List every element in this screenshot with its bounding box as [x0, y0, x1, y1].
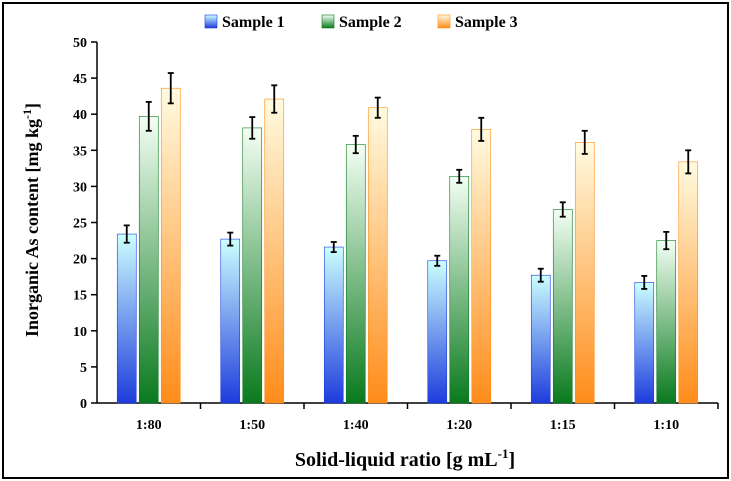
bar [427, 260, 448, 404]
bar [264, 98, 285, 404]
y-tick-label: 25 [73, 217, 87, 232]
y-tick-label: 15 [73, 289, 87, 304]
x-tick-label: 1:80 [136, 418, 162, 433]
x-tick-label: 1:50 [239, 418, 265, 433]
legend-label: Sample 1 [222, 14, 285, 31]
x-tick-label: 1:15 [550, 418, 576, 433]
y-tick-label: 0 [80, 397, 87, 412]
bar [220, 238, 241, 404]
legend-swatch [321, 14, 335, 29]
y-tick-label: 50 [73, 36, 87, 51]
y-tick-label: 40 [73, 108, 87, 123]
legend-swatch [204, 14, 218, 29]
bar [323, 246, 344, 404]
y-tick-label: 30 [73, 180, 87, 195]
legend-swatch [437, 14, 451, 29]
bar [160, 87, 181, 404]
legend: Sample 1 Sample 2 Sample 3 [204, 14, 518, 31]
x-tick-label: 1:40 [343, 418, 369, 433]
bar [449, 175, 470, 404]
y-tick-label: 45 [73, 72, 87, 87]
bar [574, 142, 595, 404]
y-tick-label: 10 [73, 325, 87, 340]
y-tick-label: 35 [73, 144, 87, 159]
y-axis-title-suffix: ] [22, 103, 42, 109]
y-axis-title-superscript: -1 [20, 109, 34, 119]
y-axis-title-text: Inorganic As content [mg kg [22, 119, 42, 337]
bars [116, 72, 699, 404]
x-axis-title-text: Solid-liquid ratio [g mL [295, 449, 498, 471]
bar [345, 144, 366, 404]
bar [138, 116, 159, 404]
bar [634, 282, 655, 404]
y-tick-label: 20 [73, 253, 87, 268]
bar [242, 127, 263, 404]
x-tick-label: 1:20 [446, 418, 472, 433]
bar [552, 209, 573, 404]
x-axis: 1:80 1:50 1:40 1:20 1:15 1:10 [97, 402, 719, 433]
x-axis-title-superscript: -1 [498, 446, 509, 461]
x-tick-label: 1:10 [653, 418, 679, 433]
bar [471, 129, 492, 404]
legend-label: Sample 3 [455, 14, 518, 31]
bar [656, 240, 677, 404]
x-axis-title-suffix: ] [508, 449, 515, 471]
legend-label: Sample 2 [339, 14, 402, 31]
y-axis-title: Inorganic As content [mg kg-1] [20, 103, 42, 337]
x-axis-title: Solid-liquid ratio [g mL-1] [295, 446, 515, 471]
bar [530, 274, 551, 404]
bar [367, 107, 388, 404]
y-tick-label: 5 [80, 361, 87, 376]
y-axis: 0 5 10 15 20 25 30 35 40 45 50 [73, 36, 98, 412]
bar [678, 161, 699, 404]
bar [116, 233, 137, 404]
